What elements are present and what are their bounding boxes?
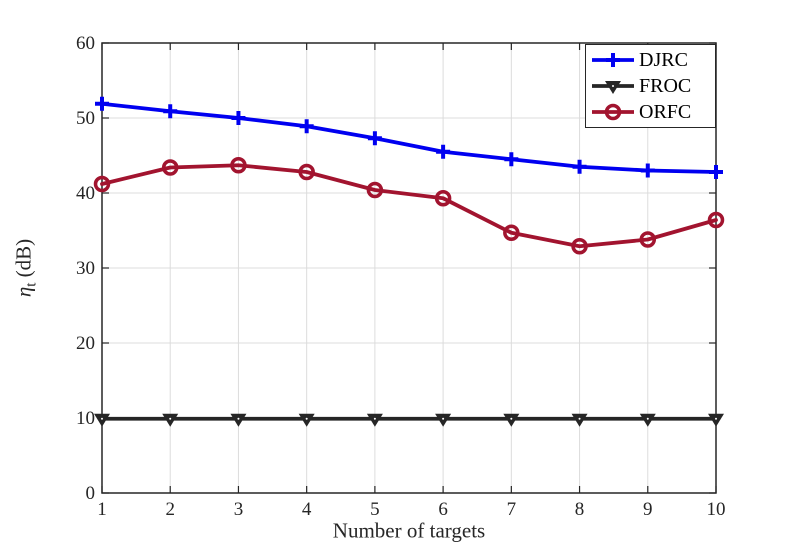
y-tick-label: 40 bbox=[76, 183, 95, 204]
legend-label-djrc: DJRC bbox=[639, 49, 688, 71]
tick-marks bbox=[101, 42, 717, 494]
y-tick-label: 10 bbox=[76, 408, 95, 429]
x-tick-label: 1 bbox=[97, 499, 107, 520]
x-tick-label: 8 bbox=[575, 499, 585, 520]
legend: DJRC FROC ORFC bbox=[585, 44, 716, 128]
legend-item-orfc: ORFC bbox=[590, 101, 711, 123]
legend-item-djrc: DJRC bbox=[590, 49, 711, 71]
y-tick-label: 60 bbox=[76, 33, 95, 54]
legend-sample-circle-icon bbox=[592, 103, 634, 121]
legend-sample-plus-icon bbox=[592, 53, 634, 67]
x-tick-label: 6 bbox=[438, 499, 448, 520]
x-tick-label: 10 bbox=[707, 499, 726, 520]
y-tick-labels: 0 10 20 30 40 50 60 bbox=[76, 33, 95, 504]
y-axis-subscript: t bbox=[23, 282, 40, 287]
y-tick-label: 50 bbox=[76, 108, 95, 129]
series-djrc bbox=[95, 96, 723, 179]
legend-label-froc: FROC bbox=[639, 75, 692, 97]
y-axis-symbol: η bbox=[11, 286, 36, 298]
x-axis-label: Number of targets bbox=[332, 518, 486, 543]
x-tick-label: 7 bbox=[507, 499, 517, 520]
y-tick-label: 30 bbox=[76, 258, 95, 279]
y-tick-label: 20 bbox=[76, 333, 95, 354]
legend-label-orfc: ORFC bbox=[639, 101, 692, 123]
x-tick-labels: 1 2 3 4 5 6 7 8 9 10 bbox=[97, 499, 725, 520]
x-tick-label: 5 bbox=[370, 499, 380, 520]
series-orfc bbox=[93, 157, 725, 255]
x-tick-label: 2 bbox=[165, 499, 175, 520]
x-tick-label: 3 bbox=[234, 499, 244, 520]
y-axis-unit: (dB) bbox=[11, 238, 36, 283]
legend-sample-triangle-down-icon bbox=[592, 81, 634, 94]
legend-item-froc: FROC bbox=[590, 75, 711, 97]
y-tick-label: 0 bbox=[86, 483, 96, 504]
x-tick-label: 4 bbox=[302, 499, 312, 520]
x-tick-label: 9 bbox=[643, 499, 653, 520]
series-froc bbox=[94, 413, 724, 427]
y-axis-label: ηt (dB) bbox=[12, 239, 41, 297]
